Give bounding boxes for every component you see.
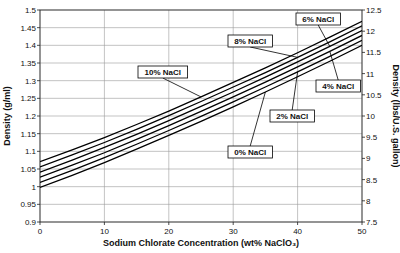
tick	[362, 94, 365, 95]
tick-label: 1.15	[20, 130, 36, 139]
background	[0, 0, 400, 253]
x-axis-title: Sodium Chlorate Concentration (wt% NaClO…	[103, 238, 299, 248]
tick-label: 1.05	[20, 165, 36, 174]
label-box	[296, 13, 340, 25]
tick	[362, 73, 365, 74]
tick	[40, 222, 41, 225]
tick	[37, 222, 40, 223]
tick-label: 9.5	[366, 133, 378, 142]
leader-line	[330, 51, 338, 80]
y-axis-title: Density (g/ml)	[2, 86, 12, 146]
tick	[37, 63, 40, 64]
tick-label: 1.45	[20, 24, 36, 33]
tick-label: 12	[366, 27, 375, 36]
tick	[37, 151, 40, 152]
tick-label: 8.5	[366, 176, 378, 185]
tick	[104, 222, 105, 225]
tick-label: 1	[32, 183, 37, 192]
tick-label: 1.2	[25, 112, 37, 121]
tick-label: 1.4	[25, 41, 37, 50]
tick	[37, 133, 40, 134]
series-group	[40, 21, 362, 187]
tick-label: 8	[366, 197, 371, 206]
tick	[362, 52, 365, 53]
tick-label: 7.5	[366, 218, 378, 227]
tick-label: 40	[293, 227, 302, 236]
tick-label: 10	[366, 112, 375, 121]
series-label: 8% NaCl	[234, 37, 266, 46]
leader-line	[318, 25, 330, 46]
grid-line	[40, 80, 362, 81]
tick-label: 9	[366, 154, 371, 163]
tick-label: 0.9	[25, 218, 37, 227]
tick-label: 50	[358, 227, 367, 236]
label-box	[270, 110, 314, 122]
series-labels: 0% NaCl 2% NaCl 4% NaCl 6% NaCl 8% NaCl 10% N…	[138, 13, 360, 158]
tick-label: 11	[366, 70, 375, 79]
tick	[362, 137, 365, 138]
label-box	[138, 66, 188, 78]
tick-label: 11.5	[366, 48, 382, 57]
tick-label: 1.35	[20, 59, 36, 68]
tick	[362, 200, 365, 201]
tick	[37, 204, 40, 205]
tick-label: 0	[38, 227, 43, 236]
grid-line	[40, 27, 362, 28]
tick-label: 10	[100, 227, 109, 236]
leader-line	[292, 72, 297, 110]
tick-label: 1.1	[25, 147, 37, 156]
tick	[362, 31, 365, 32]
grid-line	[40, 98, 362, 99]
tick-label: 10.5	[366, 91, 382, 100]
tick	[37, 10, 40, 11]
tick	[362, 222, 363, 225]
tick	[37, 169, 40, 170]
tick-label: 1.3	[25, 77, 37, 86]
tick-label: 0.95	[20, 200, 36, 209]
label-box	[228, 35, 272, 47]
leader-line	[163, 78, 201, 97]
tick	[362, 222, 365, 223]
label-box	[228, 146, 272, 158]
tick	[37, 186, 40, 187]
tick	[362, 179, 365, 180]
y2-axis-title: Density (lbs/U.S. gallon)	[391, 64, 400, 167]
tick	[37, 116, 40, 117]
grid-line	[104, 10, 105, 222]
tick	[233, 222, 234, 225]
tick-label: 12.5	[366, 6, 382, 15]
grid-line	[40, 133, 362, 134]
tick	[297, 222, 298, 225]
tick	[362, 10, 365, 11]
grid-line	[40, 186, 362, 187]
tick-label: 1.5	[25, 6, 37, 15]
series-label: 6% NaCl	[302, 15, 334, 24]
grid-line	[40, 151, 362, 152]
tick-label: 20	[164, 227, 173, 236]
series-label: 2% NaCl	[276, 112, 308, 121]
tick	[37, 45, 40, 46]
tick-label: 1.25	[20, 94, 36, 103]
tick	[362, 158, 365, 159]
tick	[37, 27, 40, 28]
label-box	[316, 80, 360, 92]
series-line	[40, 21, 362, 161]
tick	[37, 98, 40, 99]
tick-label: 30	[229, 227, 238, 236]
chart: 0.9 0.95 1 1.05 1.1 1.15 1.2 1.25 1.3 1.35 1.4 1.45…	[0, 0, 400, 253]
plot-frame	[40, 10, 362, 222]
series-label: 0% NaCl	[234, 148, 266, 157]
tick	[362, 116, 365, 117]
tick	[168, 222, 169, 225]
grid-line	[40, 204, 362, 205]
tick	[37, 80, 40, 81]
series-label: 4% NaCl	[322, 82, 354, 91]
series-label: 10% NaCl	[145, 68, 181, 77]
leader-line	[250, 92, 265, 146]
leader-line	[250, 47, 297, 57]
